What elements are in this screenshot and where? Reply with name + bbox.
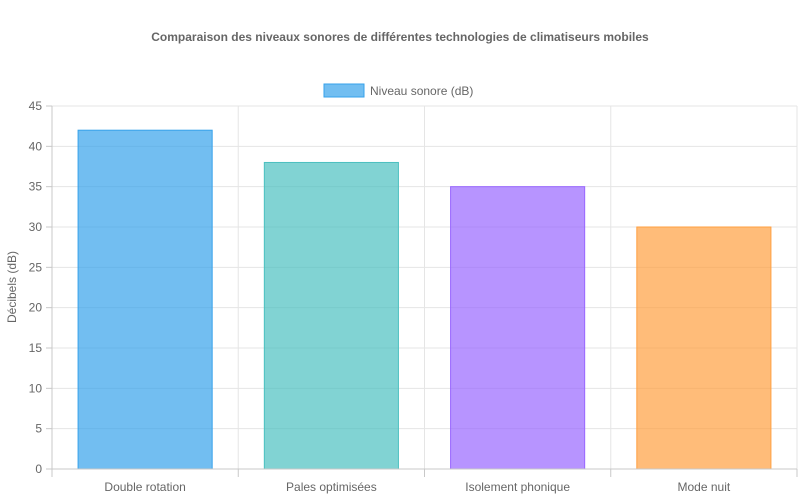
y-tick-label: 25 [29,260,43,274]
bar[interactable] [636,226,772,470]
bars [77,129,772,470]
y-tick-label: 35 [29,180,43,194]
y-tick-label: 30 [29,220,43,234]
y-tick-label: 5 [35,422,42,436]
y-axis-title: Décibels (dB) [5,251,19,323]
x-tick-label: Isolement phonique [465,480,570,494]
y-tick-label: 10 [29,381,43,395]
legend-swatch [323,83,365,98]
bar[interactable] [263,161,399,470]
bar[interactable] [450,186,586,470]
bar[interactable] [77,129,213,470]
y-tick-label: 0 [35,462,42,476]
legend-label: Niveau sonore (dB) [370,84,473,98]
y-tick-label: 45 [29,99,43,113]
y-tick-label: 20 [29,301,43,315]
x-tick-label: Double rotation [104,480,185,494]
chart-title: Comparaison des niveaux sonores de diffé… [151,30,649,44]
x-tick-label: Pales optimisées [286,480,377,494]
y-tick-labels: 0 5 10 15 20 25 30 35 40 45 [29,99,43,476]
x-tick-label: Mode nuit [678,480,731,494]
x-tick-labels: Double rotation Pales optimisées Isolement… [104,480,730,494]
y-tick-label: 15 [29,341,43,355]
axes [46,105,798,477]
y-tick-label: 40 [29,139,43,153]
legend[interactable]: Niveau sonore (dB) [323,83,473,98]
